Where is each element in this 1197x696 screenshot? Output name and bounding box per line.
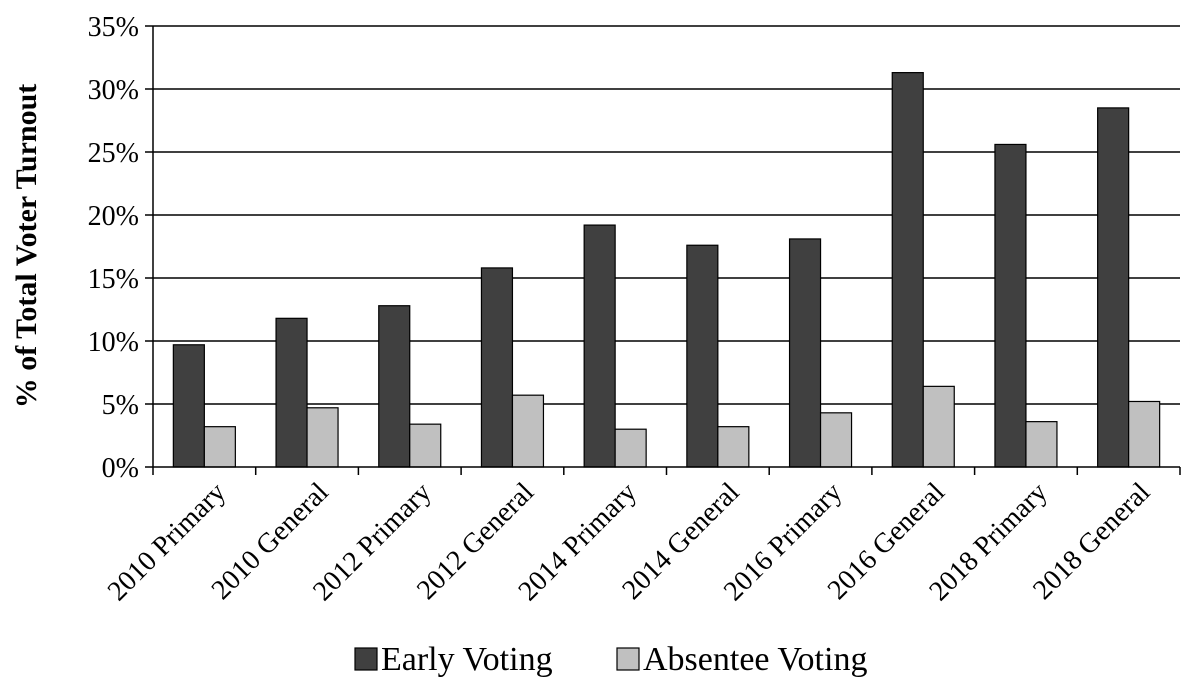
y-tick-label: 5%	[102, 390, 139, 421]
y-axis-title: % of Total Voter Turnout	[10, 84, 43, 409]
bar-absentee-voting	[203, 426, 236, 468]
bar-early-voting	[994, 143, 1027, 468]
bar-absentee-voting	[511, 394, 545, 468]
bar-absentee-voting	[717, 426, 750, 468]
y-tick-label: 20%	[88, 201, 139, 232]
bar-early-voting	[1097, 107, 1130, 468]
bar-absentee-voting	[409, 423, 442, 468]
bar-early-voting	[891, 72, 924, 468]
bar-early-voting	[172, 344, 205, 468]
bar-early-voting	[275, 317, 308, 468]
y-tick-label: 30%	[88, 75, 139, 106]
legend-swatch	[354, 647, 378, 671]
bar-early-voting	[788, 238, 822, 468]
bar-early-voting	[583, 224, 616, 468]
bar-absentee-voting	[1025, 421, 1058, 468]
legend-label: Absentee Voting	[643, 641, 867, 678]
y-tick-label: 0%	[102, 453, 139, 484]
y-tick-label: 15%	[88, 264, 139, 295]
legend-label: Early Voting	[381, 641, 553, 678]
legend-swatch	[616, 647, 640, 671]
axes	[145, 25, 1181, 475]
y-tick-labels: 0% 5% 10% 15% 20% 25% 30% 35%	[88, 12, 139, 484]
bars	[172, 72, 1161, 468]
bar-absentee-voting	[1128, 400, 1161, 468]
legend-item: Absentee Voting	[616, 641, 867, 678]
bar-early-voting	[480, 267, 514, 468]
bar-absentee-voting	[819, 412, 853, 468]
bar-early-voting	[686, 244, 719, 468]
bar-absentee-voting	[306, 407, 339, 468]
legend-item: Early Voting	[354, 641, 553, 678]
bar-absentee-voting	[614, 428, 647, 468]
bar-absentee-voting	[922, 385, 955, 468]
bar-early-voting	[378, 305, 411, 468]
y-tick-label: 10%	[88, 327, 139, 358]
legend: Early Voting Absentee Voting	[354, 641, 867, 678]
y-tick-label: 25%	[88, 138, 139, 169]
gridlines	[153, 25, 1180, 405]
y-tick-label: 35%	[88, 12, 139, 43]
